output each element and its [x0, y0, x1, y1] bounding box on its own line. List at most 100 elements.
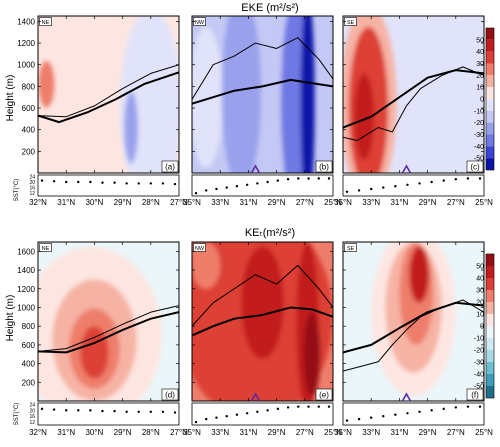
panel-f-sst-point: [442, 407, 445, 411]
panel-b-letter-box: [315, 160, 333, 173]
panel-a-height-line-0: [38, 71, 179, 124]
panel-b-xtick-label: 27°N: [296, 198, 314, 207]
colorbar-swatch: [486, 134, 494, 147]
panel-a-sst-point: [40, 179, 44, 182]
panel-a-xtick-label: 30°N: [85, 198, 103, 207]
panel-e-sst-point: [235, 413, 239, 416]
panel-d-sst-point: [125, 410, 128, 413]
panel-c-height-line-1: [343, 66, 484, 142]
colorbar-swatch: [486, 146, 494, 159]
row1-ylabel: Height (m): [5, 75, 16, 122]
panel-c-sst-point: [430, 180, 433, 184]
panel-f-region-box: [344, 243, 357, 252]
panel-b-sst-point: [245, 183, 249, 186]
panel-d-sst-point: [137, 410, 140, 413]
panel-b-xtick-label: 29°N: [268, 198, 286, 207]
panel-f-sst-point: [466, 405, 470, 408]
panel-e-sst-point: [297, 405, 300, 408]
colorbar-tick-label: -20: [474, 348, 484, 355]
row2-ytick-label: 1400: [17, 266, 35, 275]
row2-sst-label: SST(°C): [14, 403, 20, 425]
panel-d-sst-point: [89, 409, 92, 412]
panel-b-sst-frame: [191, 174, 334, 197]
panel-a-sst-point: [89, 180, 92, 184]
panel-e-height-line-1: [192, 264, 333, 327]
panel-c-sst-point: [345, 190, 349, 193]
panel-f-marker: [401, 392, 412, 402]
panel-f-field: [343, 242, 484, 401]
panel-d-xtick-label: 31°N: [57, 428, 75, 437]
panel-f-height-line-0: [343, 301, 484, 354]
panel-e-xtick-label: 27°N: [296, 428, 314, 437]
row1-sst-tick-label: 24: [29, 174, 35, 180]
panel-c-xtick-label: 27°N: [447, 198, 465, 207]
colorbar-swatch: [486, 350, 494, 362]
panel-f: SE (f) 35°N 33°N 31°N 29°N 27°N 25°N: [334, 241, 493, 437]
panel-f-sst-point: [418, 410, 421, 413]
colorbar-swatch: [486, 386, 494, 398]
row2-ytick-label: 600: [22, 341, 36, 350]
panel-e-contour-5: [192, 242, 221, 289]
panel-b-sst-point: [276, 179, 280, 182]
panel-e-sst-point: [307, 405, 310, 408]
colorbar-tick-label: 40: [476, 276, 484, 283]
colorbar-swatch: [486, 362, 494, 374]
panel-f-frame: [342, 241, 485, 402]
colorbar-tick-label: -10: [474, 336, 484, 343]
panel-e-xtick-label: 33°N: [211, 428, 229, 437]
panel-e-sst-point: [245, 412, 249, 415]
panel-d-sst-point: [173, 411, 177, 414]
panel-b-field: [192, 16, 333, 173]
colorbar-swatch: [486, 99, 494, 111]
colorbar-swatch: [486, 110, 494, 123]
panel-f-xtick-label: 35°N: [334, 428, 352, 437]
panel-a-sst-frame: [37, 174, 180, 197]
panel-d-field: [38, 242, 179, 401]
colorbar-swatch: [486, 338, 494, 350]
panel-e-sst-point: [327, 405, 331, 408]
row2-ytick-label: 1200: [17, 285, 35, 294]
panel-a-height-line-1: [38, 64, 179, 118]
panel-b-frame: [191, 15, 334, 174]
panel-e-field: [192, 242, 333, 401]
colorbar-swatch: [486, 158, 494, 170]
row1-ytick-label: 1400: [17, 17, 35, 26]
panel-c-sst-frame: [342, 174, 485, 197]
panel-c-xtick-label: 33°N: [362, 198, 380, 207]
panel-d-contour-3: [80, 326, 109, 379]
panel-f-sst-point: [369, 416, 373, 419]
panel-d-sst-frame: [37, 402, 180, 426]
panel-e-sst-point: [276, 407, 280, 411]
panel-f-sst-point: [406, 412, 409, 415]
colorbar-tick-label: -30: [474, 132, 484, 139]
panel-e-xtick-label: 25°N: [324, 428, 342, 437]
colorbar-swatch: [486, 290, 494, 302]
panel-f-sst-point: [454, 406, 458, 409]
colorbar-swatch: [486, 75, 494, 88]
row1-sst-tick-label: 16: [29, 186, 35, 192]
panel-b-sst-point: [327, 177, 331, 180]
panel-b-sst-point: [225, 186, 228, 189]
panel-d-letter-box: [161, 388, 179, 401]
colorbar-swatch: [486, 374, 494, 386]
panel-f-xtick-label: 31°N: [390, 428, 408, 437]
colorbar-tick-label: -10: [474, 108, 484, 115]
panel-f-contour-3: [409, 246, 430, 303]
colorbar-tick-label: 20: [476, 73, 484, 80]
panel-d-height-line-1: [38, 305, 179, 352]
panel-d-sst-point: [113, 409, 116, 413]
panel-b-letter: (b): [319, 163, 329, 172]
panel-c-sst-point: [406, 183, 409, 186]
panel-f-xtick-label: 33°N: [362, 428, 380, 437]
panel-a-xtick-label: 28°N: [142, 198, 160, 207]
panel-e-xtick-label: 31°N: [239, 428, 257, 437]
panel-e-letter-box: [315, 388, 333, 401]
panel-b-contour-4: [300, 16, 315, 173]
panel-a-sst-point: [77, 180, 80, 184]
row1-ytick-label: 400: [22, 126, 36, 135]
panel-d-sst-point: [40, 407, 44, 411]
colorbar-swatch: [486, 254, 494, 266]
panel-d-sst-point: [52, 408, 56, 411]
row1-ytick-label: 200: [22, 147, 36, 156]
